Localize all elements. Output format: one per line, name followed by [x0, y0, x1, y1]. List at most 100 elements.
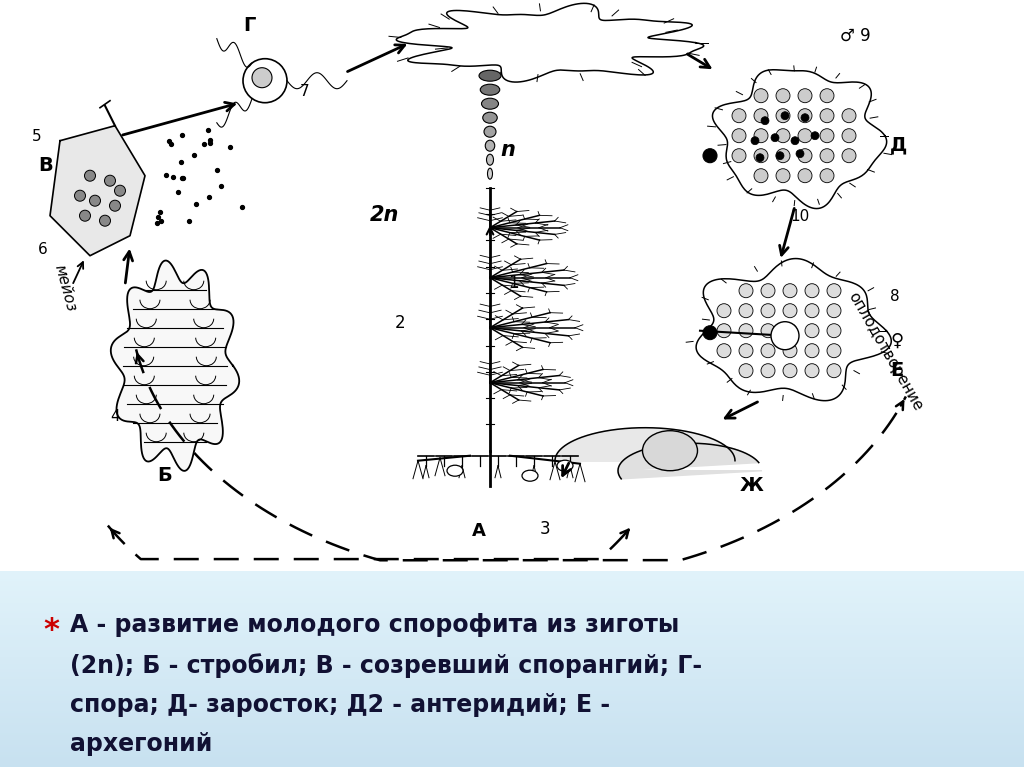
- Circle shape: [771, 321, 799, 350]
- Bar: [0, 584, 1024, 586]
- Text: оплодотворение: оплодотворение: [845, 290, 926, 413]
- Circle shape: [756, 153, 764, 162]
- Text: Е: Е: [890, 360, 903, 380]
- Circle shape: [761, 284, 775, 298]
- Bar: [0, 601, 1024, 603]
- Bar: [0, 696, 1024, 699]
- Bar: [0, 576, 1024, 579]
- Bar: [0, 581, 1024, 584]
- Text: ♀: ♀: [890, 331, 903, 350]
- Circle shape: [811, 132, 819, 140]
- Bar: [0, 674, 1024, 676]
- FancyArrowPatch shape: [621, 529, 629, 538]
- Circle shape: [739, 284, 753, 298]
- Bar: [0, 728, 1024, 730]
- Circle shape: [798, 89, 812, 103]
- Bar: [0, 635, 1024, 637]
- Bar: [0, 732, 1024, 736]
- Ellipse shape: [484, 127, 496, 137]
- Text: 1: 1: [508, 274, 518, 291]
- Bar: [0, 652, 1024, 654]
- Bar: [0, 594, 1024, 596]
- FancyArrowPatch shape: [896, 401, 903, 410]
- Bar: [0, 637, 1024, 640]
- FancyArrowPatch shape: [124, 252, 132, 283]
- Bar: [0, 703, 1024, 706]
- Circle shape: [776, 89, 790, 103]
- Circle shape: [820, 89, 834, 103]
- Text: А - развитие молодого спорофита из зиготы: А - развитие молодого спорофита из зигот…: [70, 613, 679, 637]
- Ellipse shape: [482, 112, 498, 123]
- Bar: [0, 755, 1024, 757]
- Circle shape: [796, 150, 804, 158]
- Bar: [0, 757, 1024, 759]
- Polygon shape: [696, 258, 891, 400]
- Text: 8: 8: [890, 288, 900, 304]
- Bar: [0, 672, 1024, 674]
- Bar: [0, 657, 1024, 660]
- Polygon shape: [396, 3, 703, 82]
- Circle shape: [717, 304, 731, 318]
- Bar: [0, 684, 1024, 686]
- Bar: [0, 650, 1024, 652]
- Bar: [0, 633, 1024, 635]
- Circle shape: [842, 149, 856, 163]
- Bar: [0, 667, 1024, 669]
- Bar: [0, 630, 1024, 633]
- Circle shape: [75, 190, 85, 201]
- Bar: [0, 606, 1024, 608]
- Bar: [0, 736, 1024, 738]
- Polygon shape: [713, 70, 887, 209]
- Circle shape: [783, 284, 797, 298]
- FancyArrowPatch shape: [347, 44, 404, 71]
- Circle shape: [761, 117, 769, 125]
- Circle shape: [776, 129, 790, 143]
- Bar: [0, 759, 1024, 762]
- Circle shape: [761, 344, 775, 357]
- Bar: [0, 618, 1024, 621]
- Circle shape: [820, 129, 834, 143]
- Circle shape: [776, 149, 790, 163]
- Polygon shape: [555, 428, 735, 461]
- Circle shape: [732, 109, 746, 123]
- FancyArrowPatch shape: [112, 529, 120, 538]
- Bar: [0, 750, 1024, 752]
- Circle shape: [783, 304, 797, 318]
- Circle shape: [798, 129, 812, 143]
- Bar: [0, 718, 1024, 720]
- Bar: [0, 676, 1024, 679]
- Circle shape: [842, 109, 856, 123]
- Ellipse shape: [479, 71, 501, 81]
- Circle shape: [820, 169, 834, 183]
- Circle shape: [754, 169, 768, 183]
- FancyArrowPatch shape: [725, 402, 758, 418]
- Bar: [0, 625, 1024, 627]
- Bar: [0, 745, 1024, 747]
- Circle shape: [761, 324, 775, 337]
- Circle shape: [798, 169, 812, 183]
- Circle shape: [798, 149, 812, 163]
- Circle shape: [783, 364, 797, 377]
- Bar: [0, 709, 1024, 711]
- Circle shape: [761, 304, 775, 318]
- Text: 2: 2: [395, 314, 406, 331]
- Text: спора; Д- заросток; Д2 - антеридий; Е -: спора; Д- заросток; Д2 - антеридий; Е -: [70, 693, 610, 716]
- Circle shape: [99, 216, 111, 226]
- Bar: [0, 693, 1024, 696]
- Bar: [0, 627, 1024, 630]
- Bar: [0, 654, 1024, 657]
- Text: 7: 7: [300, 84, 309, 99]
- Circle shape: [739, 304, 753, 318]
- Bar: [0, 623, 1024, 625]
- Bar: [0, 603, 1024, 606]
- Ellipse shape: [557, 460, 573, 471]
- Bar: [0, 726, 1024, 728]
- Bar: [0, 711, 1024, 713]
- Bar: [0, 691, 1024, 693]
- Text: n: n: [500, 140, 515, 160]
- Ellipse shape: [487, 168, 493, 179]
- Circle shape: [798, 109, 812, 123]
- Circle shape: [827, 304, 841, 318]
- Text: Ж: Ж: [740, 476, 764, 495]
- Circle shape: [805, 324, 819, 337]
